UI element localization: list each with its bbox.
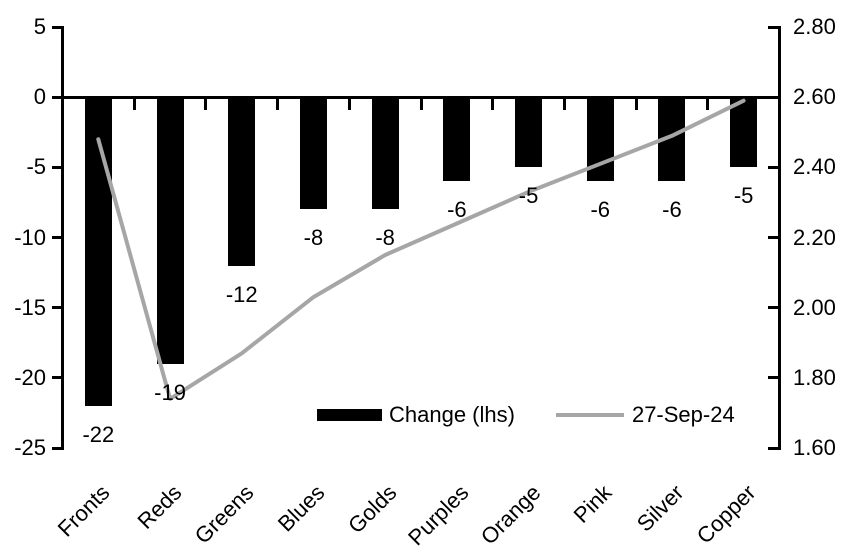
right-axis-tick <box>768 25 781 29</box>
legend-line-label: 27-Sep-24 <box>631 402 735 427</box>
left-axis-tick-label: 5 <box>33 14 46 39</box>
x-axis-tick <box>634 98 638 110</box>
x-axis-tick <box>778 98 781 110</box>
right-axis-tick-label: 1.80 <box>793 364 836 390</box>
x-axis-tick <box>276 98 280 110</box>
right-axis-tick <box>768 165 781 169</box>
right-axis-tick <box>768 446 781 450</box>
left-axis-tick-label: -10 <box>14 224 46 250</box>
left-axis-tick <box>52 95 64 99</box>
right-axis-tick <box>768 236 781 239</box>
bar-data-label: -22 <box>82 421 115 447</box>
right-axis-tick-label: 2.80 <box>793 14 836 39</box>
bar-data-label: -6 <box>590 197 611 223</box>
chart-legend: Change (lhs) 27-Sep-24 <box>317 402 735 428</box>
bar-greens <box>228 98 256 266</box>
bar-data-label: -5 <box>518 183 539 209</box>
left-axis-tick <box>52 165 64 169</box>
bar-orange <box>515 98 543 168</box>
x-axis-tick <box>204 98 208 110</box>
zero-axis-line <box>61 95 781 99</box>
x-axis-tick <box>419 98 423 110</box>
right-axis-tick-label: 1.60 <box>793 435 836 460</box>
bar-copper <box>730 98 758 168</box>
right-axis-tick-label: 2.00 <box>793 294 836 320</box>
bar-data-label: -6 <box>662 197 682 223</box>
bar-data-label: -5 <box>733 183 754 209</box>
x-axis-tick <box>562 98 566 110</box>
right-axis-tick <box>768 306 781 310</box>
left-axis-tick-label: -15 <box>14 294 46 320</box>
right-axis-tick-label: 2.60 <box>793 84 836 110</box>
legend-bar-swatch-icon <box>317 409 382 421</box>
legend-bar-label: Change (lhs) <box>389 402 515 427</box>
left-axis-tick <box>52 376 64 380</box>
left-axis-tick <box>52 306 64 310</box>
right-axis-tick <box>768 376 781 380</box>
x-axis-tick <box>61 98 64 110</box>
x-axis-tick <box>347 98 351 110</box>
bar-reds <box>156 98 184 364</box>
left-axis-tick-label: 0 <box>33 84 46 110</box>
bar-data-label: -8 <box>303 225 324 251</box>
bar-data-label: -8 <box>375 225 395 251</box>
left-axis-tick-label: -25 <box>14 435 46 460</box>
bar-data-label: -12 <box>225 281 258 307</box>
legend-line-swatch-icon <box>555 413 624 417</box>
bar-data-label: -6 <box>447 197 467 223</box>
bar-fronts <box>84 98 112 406</box>
bar-golds <box>371 98 399 210</box>
left-axis-tick <box>52 236 64 239</box>
left-axis-tick-label: -20 <box>14 364 46 390</box>
left-axis-tick <box>52 25 64 29</box>
x-axis-tick <box>706 98 710 110</box>
bar-blues <box>299 98 327 210</box>
x-axis-tick <box>491 98 495 110</box>
x-axis-tick <box>132 98 136 110</box>
left-axis-tick-label: -5 <box>26 154 46 180</box>
right-axis-tick-label: 2.40 <box>793 154 836 180</box>
bar-purples <box>443 98 471 182</box>
right-axis-tick-label: 2.20 <box>793 224 836 250</box>
left-axis-tick <box>52 446 64 450</box>
bar-data-label: -19 <box>154 379 186 405</box>
right-axis-tick <box>768 95 781 99</box>
